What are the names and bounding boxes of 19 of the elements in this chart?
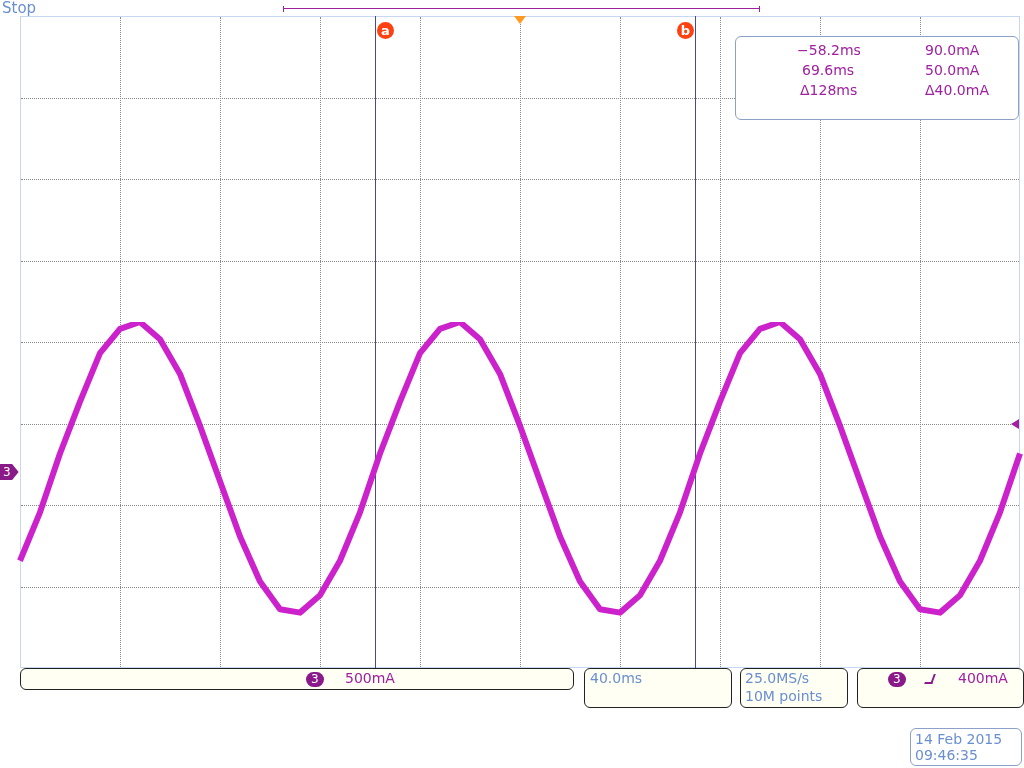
text: 3 — [306, 672, 324, 687]
text: 3 — [888, 672, 906, 687]
text: Stop — [2, 0, 37, 17]
text: 69.6ms — [802, 62, 855, 79]
text: 25.0MS/s — [745, 670, 810, 687]
text: a — [377, 22, 394, 39]
text: 14 Feb 2015 — [915, 731, 1003, 748]
text: 50.0mA — [925, 62, 980, 79]
text: 500mA — [345, 670, 395, 687]
text: Δ40.0mA — [925, 82, 989, 99]
text: Δ128ms — [800, 82, 858, 99]
text: 09:46:35 — [915, 747, 978, 764]
text: 10M points — [745, 688, 823, 705]
text: 400mA — [958, 670, 1008, 687]
text: 3 — [0, 464, 19, 480]
text: 90.0mA — [925, 42, 980, 59]
text: −58.2ms — [797, 42, 861, 59]
text: 40.0ms — [590, 670, 643, 687]
text: b — [677, 22, 694, 39]
